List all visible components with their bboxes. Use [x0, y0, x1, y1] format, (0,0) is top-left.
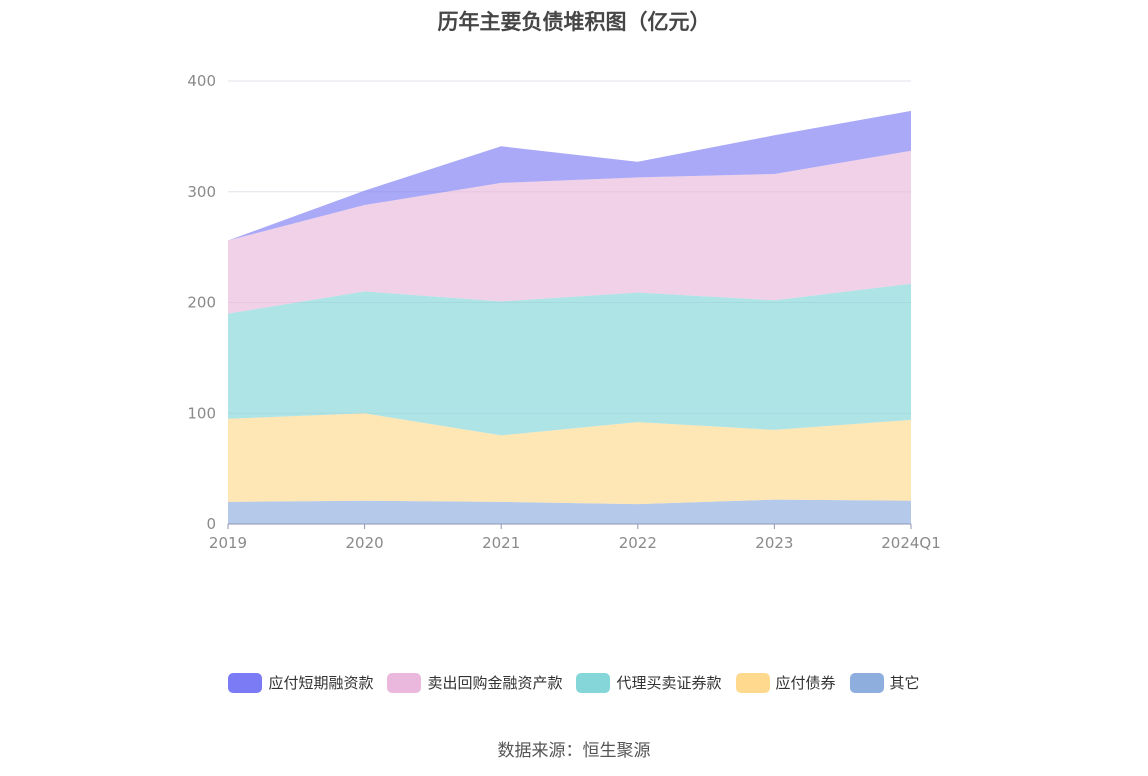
legend-swatch	[576, 672, 611, 693]
y-tick-label: 300	[187, 183, 216, 201]
y-tick-label: 400	[187, 72, 216, 90]
legend-label: 其它	[889, 674, 920, 692]
legend-label: 卖出回购金融资产款	[427, 674, 563, 692]
y-tick-label: 0	[206, 515, 216, 533]
legend-item[interactable]: 应付债券	[735, 672, 836, 693]
x-tick-label: 2021	[482, 534, 520, 552]
legend-item[interactable]: 代理买卖证券款	[576, 672, 722, 693]
y-tick-label: 100	[187, 404, 216, 422]
area-series-应付债券	[228, 413, 911, 505]
x-tick-label: 2020	[346, 534, 384, 552]
legend: 应付短期融资款 卖出回购金融资产款 代理买卖证券款 应付债券 其它	[0, 672, 1148, 693]
legend-item[interactable]: 应付短期融资款	[228, 672, 373, 693]
legend-label: 应付短期融资款	[268, 674, 374, 692]
x-tick-label: 2022	[619, 534, 657, 552]
legend-swatch	[387, 672, 422, 693]
legend-item[interactable]: 其它	[849, 672, 920, 693]
y-tick-label: 200	[187, 294, 216, 312]
axes: 0 100 200 300 400 2019 2020 2021 2022 2023 2024Q1	[187, 72, 940, 552]
x-tick-label: 2023	[755, 534, 793, 552]
area-series-其它	[228, 499, 911, 524]
legend-swatch	[735, 672, 770, 693]
x-tick-label: 2019	[209, 534, 247, 552]
area-series	[228, 110, 911, 524]
chart-title: 历年主要负债堆积图（亿元）	[437, 10, 711, 34]
legend-label: 代理买卖证券款	[616, 674, 722, 692]
area-series-卖出回购金融资产款	[228, 150, 911, 314]
legend-swatch	[228, 672, 263, 693]
area-series-代理买卖证券款	[228, 283, 911, 436]
legend-label: 应付债券	[775, 674, 836, 692]
data-source-note: 数据来源：恒生聚源	[497, 741, 651, 761]
legend-swatch	[849, 672, 884, 693]
x-tick-label: 2024Q1	[881, 534, 941, 552]
area-series-应付短期融资款	[228, 110, 911, 241]
legend-item[interactable]: 卖出回购金融资产款	[387, 672, 562, 693]
